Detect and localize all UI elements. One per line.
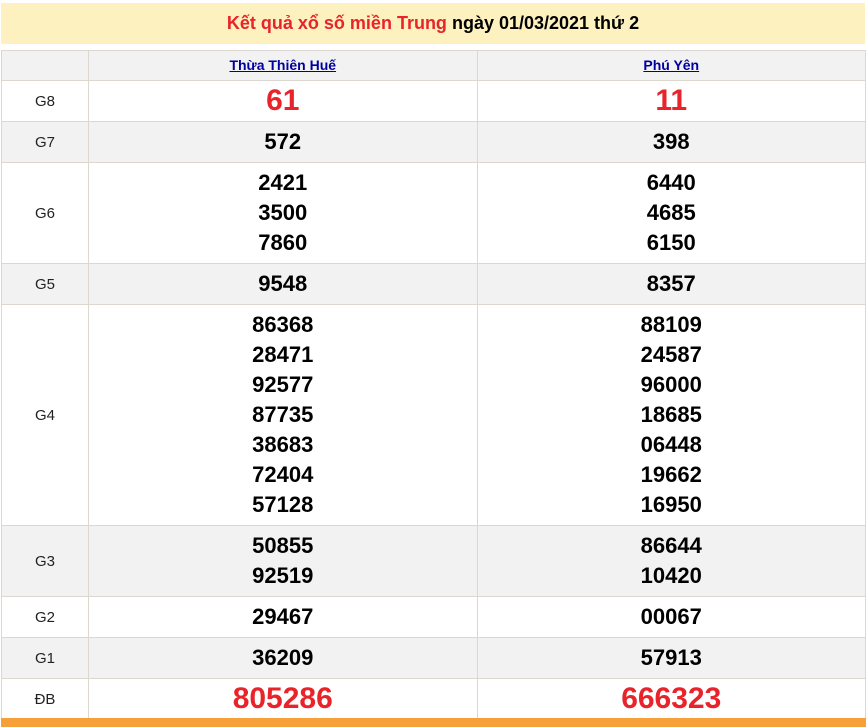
prize-number: 8357 <box>646 271 696 296</box>
prize-number: 4685 <box>646 200 696 225</box>
province-header: Thừa Thiên Huế <box>88 50 478 81</box>
prize-cell: 88109 24587 96000 18685 06448 19662 16950 <box>476 304 866 526</box>
prize-label: G3 <box>1 525 89 597</box>
province-header: Phú Yên <box>476 50 866 81</box>
prize-row-g7: G7 572 398 <box>1 121 866 163</box>
prize-label: G8 <box>1 80 89 122</box>
prize-number: 86368 <box>252 312 314 337</box>
prize-number: 57128 <box>252 492 314 517</box>
prize-number: 24587 <box>640 342 702 367</box>
prize-cell: 29467 <box>88 596 478 638</box>
prize-row-g6: G6 2421 3500 7860 6440 4685 6150 <box>1 162 866 264</box>
prize-number: 92519 <box>252 563 314 588</box>
prize-cell: 9548 <box>88 263 478 305</box>
prize-label: G4 <box>1 304 89 526</box>
prize-label: G6 <box>1 162 89 264</box>
prize-row-g5: G5 9548 8357 <box>1 263 866 305</box>
prize-number: 38683 <box>252 432 314 457</box>
prize-number: 6440 <box>646 170 696 195</box>
prize-row-đb: ĐB 805286 666323 <box>1 678 866 720</box>
prize-row-g1: G1 36209 57913 <box>1 637 866 679</box>
prize-number: 72404 <box>252 462 314 487</box>
prize-number: 96000 <box>640 372 702 397</box>
title-date: ngày 01/03/2021 thứ 2 <box>451 13 640 33</box>
prize-number: 29467 <box>252 604 314 629</box>
prize-number: 50855 <box>252 533 314 558</box>
prize-number: 19662 <box>640 462 702 487</box>
prize-number: 86644 <box>640 533 702 558</box>
title-prefix: Kết quả xổ số miền Trung <box>226 13 447 33</box>
prize-row-g4: G4 86368 28471 92577 87735 38683 72404 57128 881… <box>1 304 866 526</box>
prize-row-g2: G2 29467 00067 <box>1 596 866 638</box>
prize-cell: 398 <box>476 121 866 163</box>
prize-cell: 6440 4685 6150 <box>476 162 866 264</box>
prize-cell: 572 <box>88 121 478 163</box>
prize-number: 87735 <box>252 402 314 427</box>
prize-row-g8: G8 61 11 <box>1 80 866 122</box>
prize-cell: 00067 <box>476 596 866 638</box>
prize-number: 7860 <box>258 230 308 255</box>
prize-number: 61 <box>266 84 300 117</box>
prize-number: 06448 <box>640 432 702 457</box>
prize-number: 3500 <box>258 200 308 225</box>
prize-number: 28471 <box>252 342 314 367</box>
prize-number: 2421 <box>258 170 308 195</box>
prize-cell: 11 <box>476 80 866 122</box>
prize-cell: 805286 <box>88 678 478 720</box>
prize-number: 18685 <box>640 402 702 427</box>
header-row: Thừa Thiên Huế Phú Yên <box>1 50 866 81</box>
prize-cell: 36209 <box>88 637 478 679</box>
prize-label: G5 <box>1 263 89 305</box>
prize-label: ĐB <box>1 678 89 720</box>
prize-number: 10420 <box>640 563 702 588</box>
prize-cell: 61 <box>88 80 478 122</box>
prize-cell: 8357 <box>476 263 866 305</box>
prize-number: 666323 <box>621 682 722 715</box>
prize-number: 398 <box>652 129 690 154</box>
prize-number: 9548 <box>258 271 308 296</box>
prize-number: 572 <box>264 129 302 154</box>
prize-number: 88109 <box>640 312 702 337</box>
prize-label: G1 <box>1 637 89 679</box>
prize-cell: 86368 28471 92577 87735 38683 72404 57128 <box>88 304 478 526</box>
prize-number: 6150 <box>646 230 696 255</box>
prize-number: 57913 <box>640 645 702 670</box>
prize-cell: 86644 10420 <box>476 525 866 597</box>
header-empty <box>1 50 89 81</box>
prize-cell: 50855 92519 <box>88 525 478 597</box>
prize-cell: 2421 3500 7860 <box>88 162 478 264</box>
prize-number: 805286 <box>232 682 333 715</box>
results-title: Kết quả xổ số miền Trung ngày 01/03/2021… <box>1 3 865 44</box>
prize-label: G7 <box>1 121 89 163</box>
prize-number: 16950 <box>640 492 702 517</box>
province-link[interactable]: Thừa Thiên Huế <box>229 56 337 73</box>
prize-number: 11 <box>655 84 688 117</box>
prize-cell: 57913 <box>476 637 866 679</box>
bottom-bar <box>1 718 866 727</box>
results-table: Thừa Thiên Huế Phú Yên G8 61 11 G7 572 398 G6 2… <box>1 50 866 720</box>
prize-cell: 666323 <box>476 678 866 720</box>
prize-row-g3: G3 50855 92519 86644 10420 <box>1 525 866 597</box>
prize-number: 92577 <box>252 372 314 397</box>
province-link[interactable]: Phú Yên <box>643 56 700 73</box>
prize-number: 00067 <box>640 604 702 629</box>
prize-label: G2 <box>1 596 89 638</box>
prize-number: 36209 <box>252 645 314 670</box>
